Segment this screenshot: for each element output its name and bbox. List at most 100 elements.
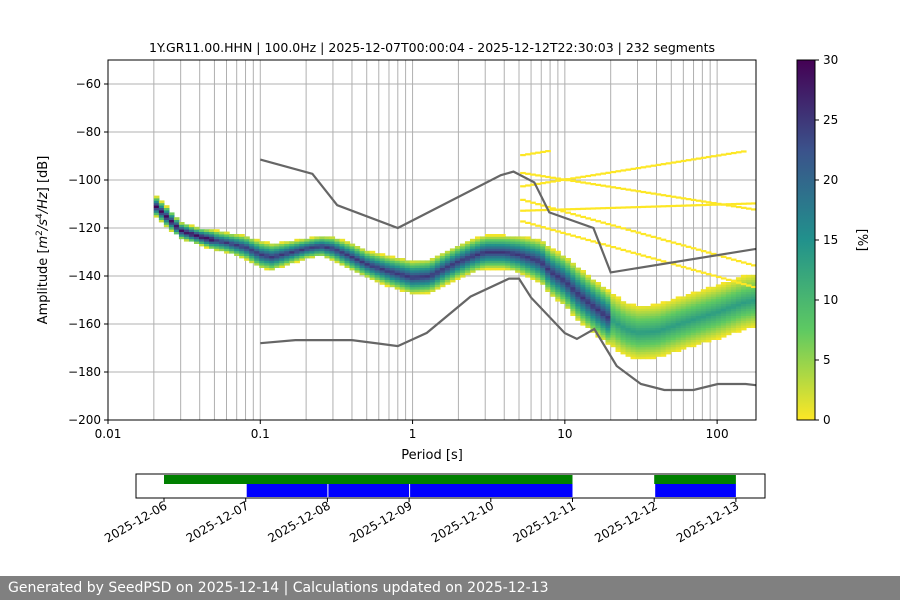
heatmap-cell bbox=[454, 262, 461, 266]
heatmap-cell bbox=[725, 204, 732, 207]
heatmap-cell bbox=[510, 262, 516, 266]
heatmap-cell bbox=[740, 150, 747, 153]
heatmap-cell bbox=[555, 291, 561, 295]
heatmap-cell bbox=[730, 308, 737, 312]
heatmap-cell bbox=[700, 325, 707, 328]
heatmap-cell bbox=[595, 313, 602, 316]
heatmap-cell bbox=[178, 224, 185, 228]
heatmap-cell bbox=[710, 313, 717, 316]
heatmap-cell bbox=[163, 222, 170, 225]
heatmap-cell bbox=[369, 274, 376, 278]
heatmap-cell bbox=[469, 241, 476, 244]
heatmap-cell bbox=[490, 267, 496, 271]
heatmap-cell bbox=[515, 265, 521, 268]
heatmap-cell bbox=[695, 334, 702, 338]
heatmap-cell bbox=[344, 241, 351, 244]
heatmap-cell bbox=[685, 294, 692, 297]
heatmap-cell bbox=[570, 301, 576, 304]
heatmap-cell bbox=[525, 172, 531, 175]
heatmap-cell bbox=[705, 308, 712, 312]
heatmap-cell bbox=[635, 315, 642, 319]
heatmap-cell bbox=[750, 294, 756, 297]
heatmap-cell bbox=[444, 255, 451, 259]
heatmap-cell bbox=[339, 250, 346, 254]
heatmap-cell bbox=[369, 270, 376, 273]
heatmap-cell bbox=[610, 344, 617, 348]
heatmap-cell bbox=[535, 272, 541, 276]
heatmap-cell bbox=[394, 277, 401, 280]
heatmap-cell bbox=[590, 313, 597, 316]
heatmap-cell bbox=[650, 356, 657, 360]
heatmap-cell bbox=[620, 248, 627, 252]
heatmap-cell bbox=[464, 241, 471, 244]
heatmap-cell bbox=[750, 306, 756, 309]
heatmap-cell bbox=[700, 301, 707, 304]
heatmap-cell bbox=[309, 238, 316, 242]
heatmap-cell bbox=[168, 219, 175, 223]
heatmap-cell bbox=[429, 286, 436, 290]
heatmap-cell bbox=[575, 306, 581, 309]
heatmap-cell bbox=[570, 274, 576, 278]
heatmap-cell bbox=[434, 260, 441, 264]
heatmap-cell bbox=[565, 270, 571, 273]
heatmap-cell bbox=[655, 322, 662, 326]
heatmap-cell bbox=[605, 301, 612, 304]
heatmap-cell bbox=[570, 177, 576, 180]
heatmap-cell bbox=[449, 255, 456, 259]
heatmap-cell bbox=[199, 229, 205, 232]
heatmap-cell bbox=[685, 303, 692, 307]
heatmap-cell bbox=[570, 289, 576, 292]
heatmap-cell bbox=[419, 284, 426, 288]
heatmap-cell bbox=[710, 315, 717, 319]
heatmap-cell bbox=[560, 289, 566, 292]
heatmap-cell bbox=[635, 231, 642, 234]
heatmap-cell bbox=[670, 337, 677, 340]
heatmap-cell bbox=[540, 175, 546, 178]
heatmap-cell bbox=[505, 236, 511, 240]
heatmap-cell bbox=[590, 279, 597, 283]
heatmap-cell bbox=[535, 279, 541, 283]
heatmap-cell bbox=[740, 202, 747, 205]
heatmap-cell bbox=[439, 255, 446, 259]
heatmap-cell bbox=[645, 191, 652, 194]
heatmap-cell bbox=[339, 243, 346, 247]
heatmap-cell bbox=[660, 303, 667, 307]
heatmap-cell bbox=[540, 204, 546, 207]
heatmap-cell bbox=[444, 267, 451, 271]
heatmap-cell bbox=[379, 255, 386, 259]
heatmap-cell bbox=[244, 243, 250, 247]
heatmap-cell bbox=[735, 279, 742, 283]
heatmap-cell bbox=[540, 246, 546, 249]
heatmap-cell bbox=[364, 262, 371, 266]
heatmap-cell bbox=[650, 164, 657, 167]
heatmap-cell bbox=[570, 208, 576, 211]
heatmap-cell bbox=[249, 250, 255, 254]
heatmap-cell bbox=[324, 241, 331, 244]
colorbar-tick-label: 0 bbox=[823, 413, 831, 427]
heatmap-cell bbox=[625, 351, 632, 355]
heatmap-cell bbox=[409, 284, 416, 288]
heatmap-cell bbox=[735, 306, 742, 309]
heatmap-cell bbox=[224, 250, 230, 254]
heatmap-cell bbox=[595, 327, 602, 331]
heatmap-cell bbox=[615, 330, 622, 333]
heatmap-cell bbox=[324, 253, 331, 256]
heatmap-cell bbox=[560, 210, 566, 213]
heatmap-cell bbox=[565, 296, 571, 300]
heatmap-cell bbox=[720, 322, 727, 326]
heatmap-cell bbox=[424, 291, 431, 295]
heatmap-cell bbox=[595, 289, 602, 292]
heatmap-cell bbox=[680, 334, 687, 338]
heatmap-cell bbox=[555, 277, 561, 280]
heatmap-cell bbox=[705, 310, 712, 314]
heatmap-cell bbox=[540, 253, 546, 256]
heatmap-cell bbox=[670, 306, 677, 309]
heatmap-cell bbox=[620, 227, 627, 230]
heatmap-cell bbox=[570, 213, 576, 216]
heatmap-cell bbox=[354, 255, 361, 259]
heatmap-cell bbox=[294, 253, 300, 256]
heatmap-cell bbox=[600, 337, 607, 340]
heatmap-cell bbox=[545, 265, 551, 268]
heatmap-cell bbox=[725, 257, 732, 260]
heatmap-cell bbox=[630, 327, 637, 331]
